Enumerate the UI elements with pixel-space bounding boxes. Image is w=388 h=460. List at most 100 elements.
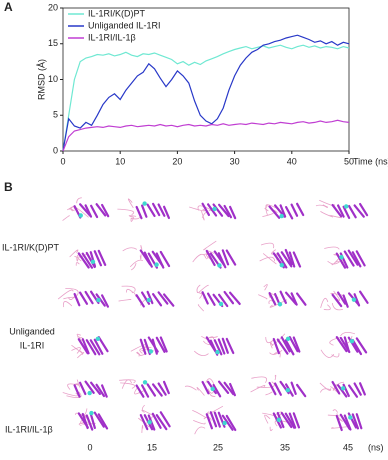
- time-label: 15: [147, 442, 157, 452]
- row-label: Unliganded: [9, 326, 55, 336]
- beta-strand: [223, 290, 235, 305]
- loop: [196, 284, 201, 294]
- beta-strand: [207, 292, 216, 306]
- protein-structure: [189, 202, 237, 221]
- protein-structure: [319, 380, 366, 398]
- beta-strand: [355, 250, 366, 267]
- loop: [208, 390, 214, 394]
- beta-strand: [355, 413, 363, 430]
- protein-structure: [74, 408, 109, 431]
- beta-strand: [348, 384, 359, 398]
- beta-strand: [223, 381, 235, 396]
- loop: [76, 333, 82, 340]
- ligand: [218, 301, 224, 307]
- loop: [323, 304, 331, 311]
- beta-strand: [217, 252, 227, 269]
- protein-structure: [69, 249, 107, 269]
- loop: [262, 253, 277, 265]
- beta-strand: [337, 291, 347, 305]
- beta-strand: [342, 205, 351, 220]
- loop: [265, 337, 275, 344]
- beta-strand: [351, 413, 360, 430]
- loop: [197, 205, 213, 212]
- protein-structure: [262, 411, 301, 432]
- loop: [274, 374, 277, 381]
- beta-strand: [284, 412, 296, 429]
- ligand: [215, 349, 220, 355]
- beta-strand: [151, 412, 162, 429]
- loop: [76, 197, 82, 204]
- beta-strand: [97, 413, 109, 430]
- x-tick-label: 30: [230, 156, 240, 166]
- beta-strand: [95, 383, 106, 398]
- loop: [131, 263, 137, 271]
- beta-strand: [335, 414, 343, 432]
- beta-strand: [285, 291, 297, 305]
- loop: [69, 249, 79, 258]
- ligand: [87, 390, 92, 396]
- beta-strand: [100, 384, 108, 398]
- loop: [315, 204, 329, 208]
- beta-strand: [205, 249, 216, 267]
- beta-strand: [81, 252, 94, 269]
- beta-strand: [157, 382, 167, 396]
- beta-strand: [288, 251, 296, 268]
- series-line: [62, 34, 350, 152]
- beta-strand: [347, 249, 359, 266]
- beta-strand: [85, 251, 96, 269]
- beta-strand: [279, 204, 287, 218]
- beta-strand: [288, 412, 297, 429]
- loop: [141, 409, 153, 416]
- protein-structure: [259, 242, 302, 269]
- beta-strand: [280, 336, 291, 353]
- protein-structure: [192, 405, 237, 435]
- loop: [194, 426, 206, 435]
- loop: [263, 284, 268, 291]
- beta-strand: [84, 380, 95, 394]
- loop: [260, 242, 275, 249]
- loop: [139, 347, 152, 354]
- beta-strand: [280, 411, 293, 429]
- ligand: [95, 336, 101, 342]
- ligand: [154, 262, 159, 267]
- protein-structure: [119, 379, 170, 398]
- loop: [193, 419, 206, 425]
- beta-strand: [207, 203, 218, 217]
- protein-structure: [193, 335, 235, 357]
- beta-strand: [146, 290, 154, 305]
- row-label: IL-1RI/K(D)PT: [2, 242, 60, 252]
- beta-strand: [89, 204, 99, 219]
- protein-structure: [315, 199, 369, 220]
- loop: [320, 211, 334, 218]
- loop: [121, 285, 136, 292]
- protein-structure: [184, 378, 237, 398]
- loop: [129, 259, 144, 268]
- loop: [62, 392, 79, 397]
- loop: [126, 288, 134, 293]
- time-label: 45: [343, 442, 353, 452]
- loop: [264, 414, 271, 424]
- beta-strand: [159, 336, 168, 353]
- ligand: [89, 410, 94, 416]
- legend-label: IL-1RI/K(D)PT: [88, 8, 146, 18]
- ligand: [340, 386, 346, 391]
- beta-strand: [152, 202, 161, 217]
- panel-label: B: [4, 180, 13, 194]
- loop: [184, 385, 197, 391]
- beta-strand: [331, 380, 341, 395]
- beta-strand: [159, 411, 171, 428]
- beta-strand: [268, 291, 277, 306]
- beta-strand: [146, 383, 157, 397]
- beta-strand: [201, 202, 211, 217]
- loop: [320, 349, 335, 358]
- beta-strand: [351, 251, 362, 268]
- protein-structure: [130, 336, 168, 357]
- loop: [141, 425, 144, 433]
- ligand: [344, 204, 349, 209]
- loop: [134, 388, 140, 395]
- ligand: [142, 201, 147, 206]
- protein-structure: [57, 288, 110, 308]
- beta-strand: [73, 292, 81, 307]
- beta-strand: [97, 336, 109, 353]
